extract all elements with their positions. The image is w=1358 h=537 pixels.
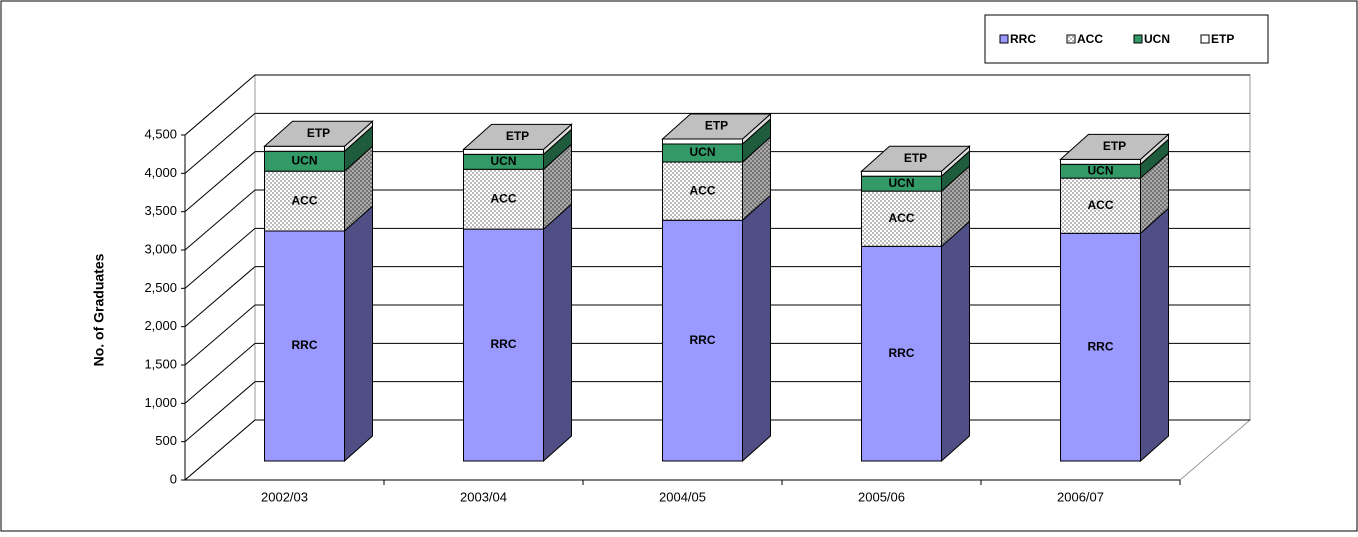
- legend-label: RRC: [1010, 32, 1036, 46]
- bar-segment: [1060, 158, 1141, 165]
- bar-segment: [1060, 177, 1141, 234]
- segment-label: RRC: [690, 333, 716, 347]
- bar-segment: [662, 138, 743, 145]
- bar-top: [661, 113, 772, 140]
- x-tick-label: 2005/06: [858, 489, 905, 504]
- segment-label: ACC: [690, 183, 716, 197]
- legend-swatch: [999, 34, 1009, 44]
- grid-line-side: [184, 189, 256, 251]
- segment-label: ETP: [506, 129, 529, 143]
- bar-segment: [463, 228, 544, 462]
- grid-line-side: [184, 227, 256, 289]
- grid-line-side: [184, 151, 256, 213]
- bar-segment: [264, 145, 345, 152]
- grid-line-side: [184, 112, 256, 174]
- bar-top: [860, 145, 971, 172]
- y-tick-label: 2,500: [144, 280, 177, 295]
- y-tick-label: 2,000: [144, 318, 177, 333]
- bar-segment: [861, 245, 942, 462]
- y-tick-label: 1,000: [144, 395, 177, 410]
- grid-line-side: [184, 266, 256, 328]
- bar-segment: [264, 170, 345, 232]
- x-tick-label: 2006/07: [1057, 489, 1104, 504]
- legend-box: [984, 14, 1269, 64]
- segment-label: UCN: [690, 145, 716, 159]
- bar-top: [263, 120, 374, 147]
- bar-side: [344, 204, 373, 463]
- side-wall: [184, 73, 256, 482]
- y-tick-label: 4,500: [144, 126, 177, 141]
- segment-label: UCN: [889, 176, 915, 190]
- legend-label: ACC: [1077, 32, 1103, 46]
- legend-swatch: [1066, 34, 1076, 44]
- x-tick-label: 2002/03: [261, 489, 308, 504]
- y-tick-label: 3,500: [144, 203, 177, 218]
- segment-label: ETP: [904, 151, 927, 165]
- y-axis-title: No. of Graduates: [91, 253, 107, 366]
- legend-label: UCN: [1144, 32, 1170, 46]
- segment-label: ACC: [491, 191, 517, 205]
- segment-label: RRC: [889, 346, 915, 360]
- segment-label: ACC: [889, 211, 915, 225]
- grid-line-side: [184, 74, 256, 136]
- segment-label: UCN: [491, 154, 517, 168]
- grid-line-side: [184, 342, 256, 404]
- bar-top: [1059, 133, 1170, 160]
- y-tick-label: 3,000: [144, 241, 177, 256]
- x-tick-label: 2003/04: [460, 489, 507, 504]
- segment-label: ETP: [1103, 139, 1126, 153]
- grid-line-side: [184, 381, 256, 443]
- grid-line-side: [184, 419, 256, 481]
- bar-segment: [861, 190, 942, 247]
- y-tick-label: 4,000: [144, 165, 177, 180]
- legend-swatch: [1133, 34, 1143, 44]
- segment-label: RRC: [1088, 339, 1114, 353]
- segment-label: UCN: [292, 153, 318, 167]
- bar-top: [462, 123, 573, 150]
- bar-segment: [861, 170, 942, 177]
- legend-label: ETP: [1211, 32, 1234, 46]
- legend-swatch: [1200, 34, 1210, 44]
- segment-label: RRC: [491, 337, 517, 351]
- segment-label: RRC: [292, 338, 318, 352]
- y-tick-label: 500: [155, 433, 177, 448]
- bar-side: [543, 202, 572, 463]
- grid-line-side: [184, 304, 256, 366]
- segment-label: ACC: [292, 193, 318, 207]
- y-tick-label: 0: [170, 471, 177, 486]
- bar-segment: [463, 148, 544, 155]
- bar-side: [742, 194, 771, 463]
- segment-label: ETP: [705, 119, 728, 133]
- segment-label: UCN: [1088, 163, 1114, 177]
- segment-label: ACC: [1088, 198, 1114, 212]
- bar-side: [941, 220, 970, 463]
- segment-label: ETP: [307, 126, 330, 140]
- x-tick-label: 2004/05: [659, 489, 706, 504]
- y-tick-label: 1,500: [144, 356, 177, 371]
- bar-segment: [662, 161, 743, 221]
- bar-side: [1140, 207, 1169, 463]
